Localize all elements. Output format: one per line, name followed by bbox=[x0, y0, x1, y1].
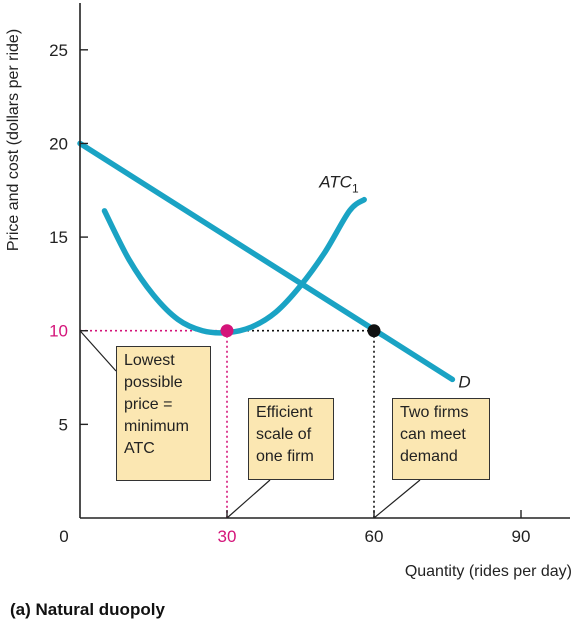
annotation-efficient-scale: Efficient scale of one firm bbox=[248, 398, 334, 480]
curve-label-d: D bbox=[458, 372, 470, 391]
y-tick-label: 25 bbox=[49, 41, 68, 60]
curve-labels: ATC1 D bbox=[318, 173, 470, 392]
curve-d bbox=[77, 140, 456, 383]
chart-caption: (a) Natural duopoly bbox=[10, 600, 165, 619]
curve-atc1 bbox=[101, 196, 367, 336]
annotation-line: can meet bbox=[400, 426, 466, 443]
annotation-line: scale of bbox=[256, 426, 312, 443]
annotation-line: demand bbox=[400, 448, 458, 465]
points bbox=[220, 324, 381, 338]
minimum-atc-point bbox=[220, 324, 234, 338]
y-tick-label: 10 bbox=[49, 322, 68, 341]
annotation-lowest-price: Lowest possible price = minimum ATC bbox=[116, 346, 211, 481]
annotation-line: Lowest bbox=[124, 352, 175, 369]
x-axis-label: Quantity (rides per day) bbox=[405, 563, 572, 580]
annotation-leaders bbox=[79, 330, 421, 519]
annotation-two-firms: Two firms can meet demand bbox=[392, 398, 490, 480]
tick-labels: 5 10 15 20 25 0 30 60 90 bbox=[49, 41, 530, 546]
x-tick-label: 30 bbox=[218, 527, 237, 546]
x-tick-label: 60 bbox=[365, 527, 384, 546]
leader-two-firms bbox=[373, 479, 421, 519]
annotation-line: possible bbox=[124, 374, 183, 391]
demand-meet-point bbox=[367, 324, 381, 338]
x-tick-label: 90 bbox=[512, 527, 531, 546]
y-axis-label: Price and cost (dollars per ride) bbox=[5, 29, 22, 251]
annotation-line: Two firms bbox=[400, 404, 469, 421]
curves bbox=[77, 140, 456, 383]
leader-lowest-price bbox=[79, 330, 117, 372]
annotation-line: minimum bbox=[124, 418, 189, 435]
leader-efficient-scale bbox=[226, 479, 271, 519]
axes bbox=[79, 3, 570, 519]
guide-lines bbox=[80, 329, 375, 518]
curve-label-atc1: ATC1 bbox=[318, 173, 359, 196]
annotation-line: ATC bbox=[124, 440, 155, 457]
annotation-line: price = bbox=[124, 396, 173, 413]
y-tick-label: 15 bbox=[49, 228, 68, 247]
y-tick-label: 5 bbox=[59, 415, 68, 434]
x-tick-label: 0 bbox=[59, 527, 68, 546]
annotation-line: one firm bbox=[256, 448, 314, 465]
y-tick-label: 20 bbox=[49, 134, 68, 153]
annotation-line: Efficient bbox=[256, 404, 313, 421]
